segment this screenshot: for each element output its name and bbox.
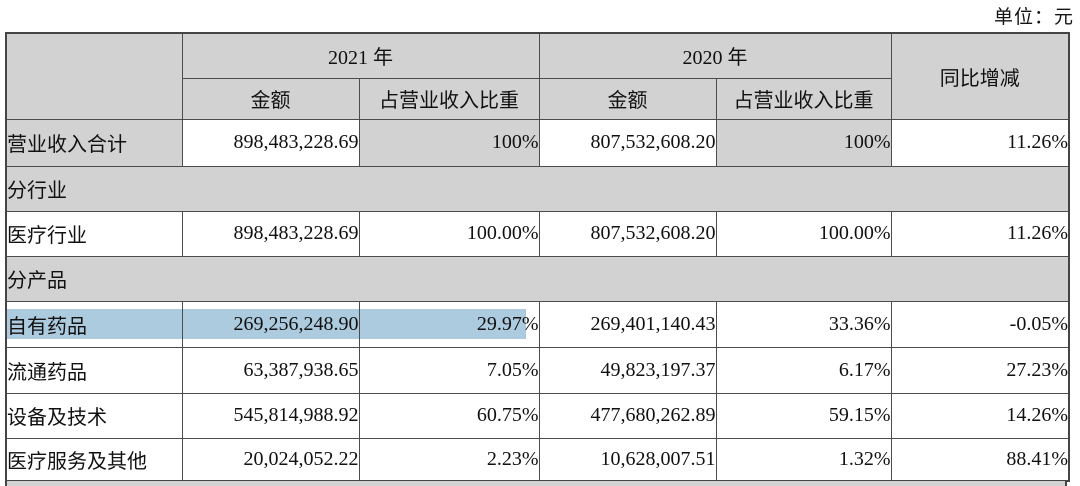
pct-2021-cell: 100% (358, 118, 540, 167)
row-label: 设备及技术 (5, 392, 183, 439)
row-label-highlighted: 自有药品 (5, 300, 183, 348)
yoy-cell: 27.23% (890, 346, 1070, 394)
revenue-breakdown-table: 2021 年 2020 年 同比增减 金额 占营业收入比重 金额 占营业收入比重… (5, 32, 1070, 482)
header-yoy: 同比增减 (890, 32, 1070, 120)
header-ratio-2020: 占营业收入比重 (715, 77, 892, 120)
table-row-total: 营业收入合计 898,483,228.69 100% 807,532,608.2… (5, 118, 1070, 167)
amount-2020-cell: 807,532,608.20 (538, 210, 717, 257)
amount-2020-cell: 269,401,140.43 (538, 300, 717, 348)
pct-2020-cell: 6.17% (715, 346, 892, 394)
amount-2021-cell: 545,814,988.92 (181, 392, 360, 439)
unit-label: 单位：元 (993, 7, 1074, 28)
row-label: 医疗行业 (5, 210, 183, 257)
pct-2021-cell: 60.75% (358, 392, 540, 439)
pct-2021-cell: 7.05% (358, 346, 540, 394)
section-row-product: 分产品 (5, 255, 1070, 302)
pct-2020-cell: 100% (715, 118, 892, 167)
amount-2021-cell: 63,387,938.65 (181, 346, 360, 394)
header-year-2021: 2021 年 (181, 32, 540, 79)
amount-2021-cell-highlighted: 269,256,248.90 (181, 300, 360, 348)
section-label: 分产品 (5, 255, 1070, 302)
amount-2020-cell: 49,823,197.37 (538, 346, 717, 394)
row-label: 医疗服务及其他 (5, 437, 183, 482)
pct-2020-cell: 59.15% (715, 392, 892, 439)
header-year-2020: 2020 年 (538, 32, 892, 79)
pct-2020-cell: 1.32% (715, 437, 892, 482)
header-amount-2021: 金额 (181, 77, 360, 120)
section-row-industry: 分行业 (5, 165, 1070, 212)
table-row-medical-services: 医疗服务及其他 20,024,052.22 2.23% 10,628,007.5… (5, 437, 1070, 482)
yoy-cell: 11.26% (890, 210, 1070, 257)
header-ratio-2021: 占营业收入比重 (358, 77, 540, 120)
header-row-measures: 金额 占营业收入比重 金额 占营业收入比重 (6, 77, 1069, 120)
header-row-years: 2021 年 2020 年 同比增减 (5, 32, 1070, 120)
yoy-cell: 88.41% (890, 437, 1070, 482)
row-label: 营业收入合计 (5, 118, 183, 167)
yoy-cell: 14.26% (890, 392, 1070, 439)
pct-2020-cell: 100.00% (715, 210, 892, 257)
amount-2021-cell: 20,024,052.22 (181, 437, 360, 482)
amount-2020-cell: 807,532,608.20 (538, 118, 717, 167)
pct-2021-cell: 100.00% (358, 210, 540, 257)
pct-2020-cell: 33.36% (715, 300, 892, 348)
pct-2021-cell: 2.23% (358, 437, 540, 482)
amount-2020-cell: 10,628,007.51 (538, 437, 717, 482)
table-row-medical-industry: 医疗行业 898,483,228.69 100.00% 807,532,608.… (5, 210, 1070, 257)
corner-cell (5, 32, 183, 120)
table-row-own-drugs: 自有药品 269,256,248.90 29.97% 269,401,140.4… (5, 300, 1070, 348)
section-label: 分行业 (5, 165, 1070, 212)
yoy-cell: 11.26% (890, 118, 1070, 167)
row-label: 流通药品 (5, 346, 183, 394)
amount-2020-cell: 477,680,262.89 (538, 392, 717, 439)
table-row-circulating-drugs: 流通药品 63,387,938.65 7.05% 49,823,197.37 6… (5, 346, 1070, 394)
amount-2021-cell: 898,483,228.69 (181, 210, 360, 257)
yoy-cell: -0.05% (890, 300, 1070, 348)
clipped-next-row (5, 481, 1067, 486)
table-row-equipment-tech: 设备及技术 545,814,988.92 60.75% 477,680,262.… (5, 392, 1070, 439)
header-amount-2020: 金额 (538, 77, 717, 120)
pct-2021-cell-highlighted: 29.97% (358, 300, 540, 348)
amount-2021-cell: 898,483,228.69 (181, 118, 360, 167)
